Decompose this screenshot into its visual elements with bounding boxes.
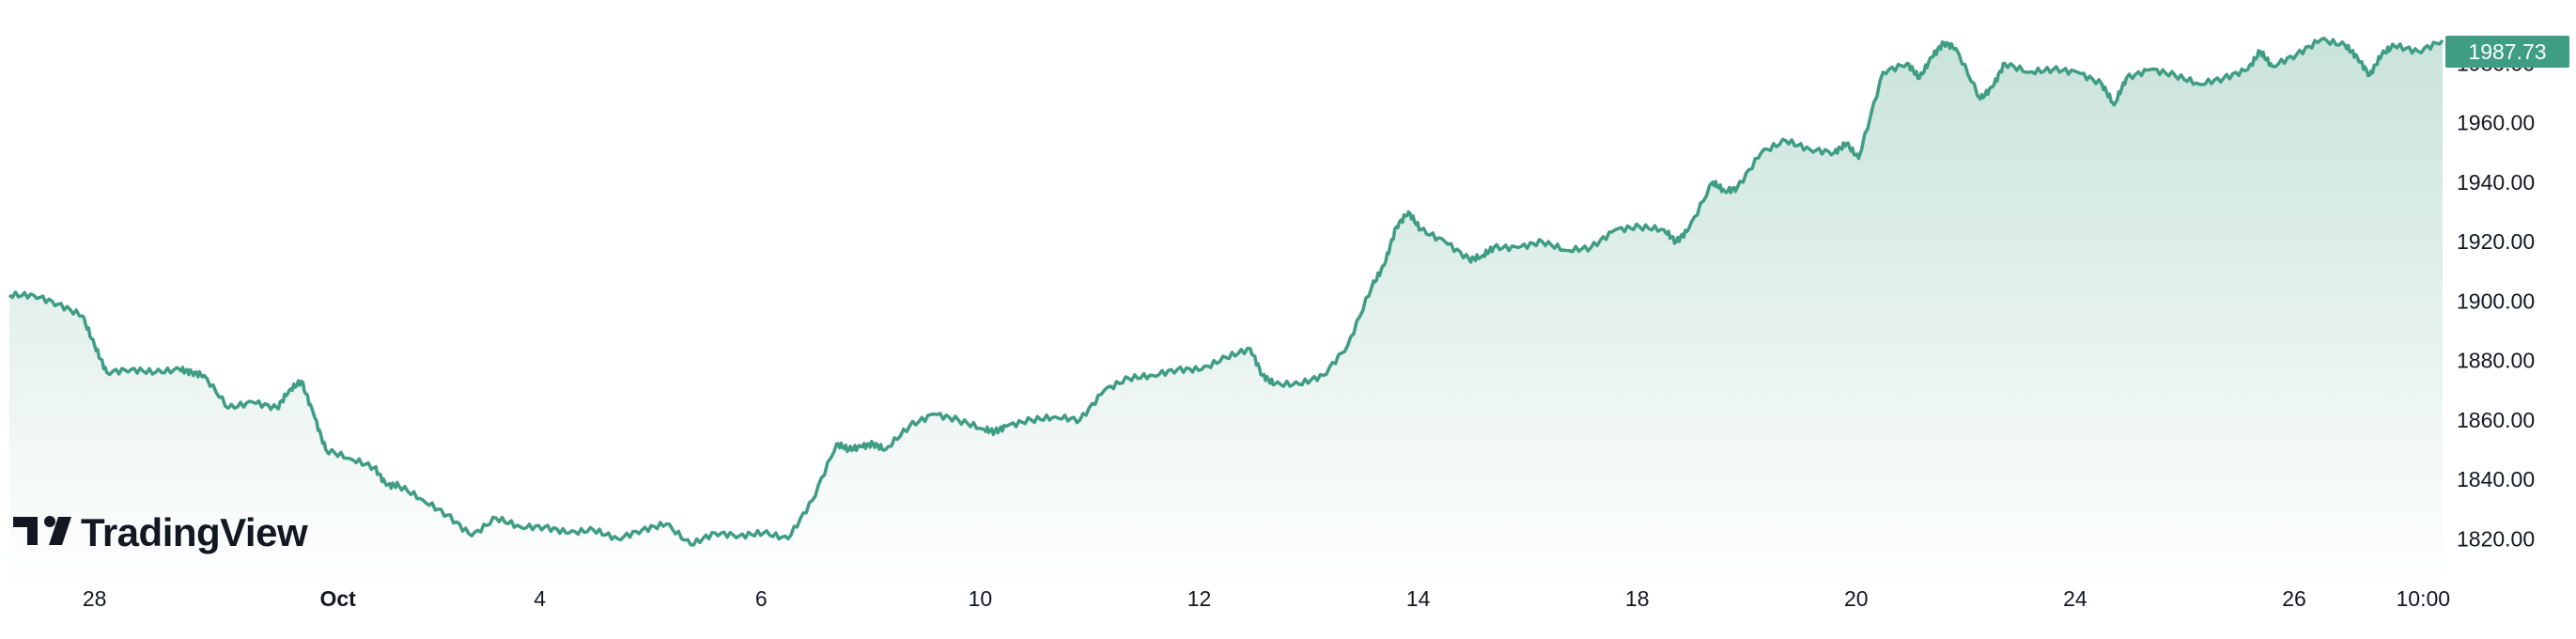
x-tick-label: Oct: [319, 586, 356, 611]
x-tick-label: 20: [1844, 586, 1869, 611]
x-tick-label: 12: [1187, 586, 1212, 611]
x-tick-label: 28: [83, 586, 107, 611]
y-tick-label: 1900.00: [2457, 288, 2535, 313]
x-tick-label: 18: [1625, 586, 1650, 611]
price-line: [8, 36, 2444, 547]
last-price-label: 1987.73: [2445, 36, 2569, 68]
y-tick-label: 1880.00: [2457, 349, 2535, 373]
price-area-fill: [9, 38, 2443, 587]
tradingview-logo-icon: [13, 516, 71, 545]
x-tick-label: 10:00: [2396, 586, 2450, 611]
y-tick-label: 1920.00: [2457, 229, 2535, 254]
x-tick-label: 14: [1406, 586, 1431, 611]
y-tick-label: 1860.00: [2457, 408, 2535, 432]
x-axis: 28 Oct 4 6 10 12 14 18 20 24 26 10:00: [83, 586, 2450, 611]
x-tick-label: 10: [969, 586, 993, 611]
y-tick-label: 1820.00: [2457, 526, 2535, 551]
y-axis: 1820.00 1840.00 1860.00 1880.00 1900.00 1920.…: [2457, 51, 2535, 551]
last-price-value: 1987.73: [2468, 39, 2546, 64]
last-price-label-bg: [2445, 36, 2569, 68]
x-tick-label: 26: [2282, 586, 2306, 611]
tradingview-logo: TradingView: [13, 510, 308, 554]
tradingview-logo-text: TradingView: [81, 510, 308, 554]
x-tick-label: 6: [755, 586, 768, 611]
y-tick-label: 1840.00: [2457, 467, 2535, 491]
x-tick-label: 24: [2063, 586, 2087, 611]
x-tick-label: 4: [534, 586, 546, 611]
y-tick-label: 1960.00: [2457, 111, 2535, 135]
y-tick-label: 1940.00: [2457, 170, 2535, 195]
